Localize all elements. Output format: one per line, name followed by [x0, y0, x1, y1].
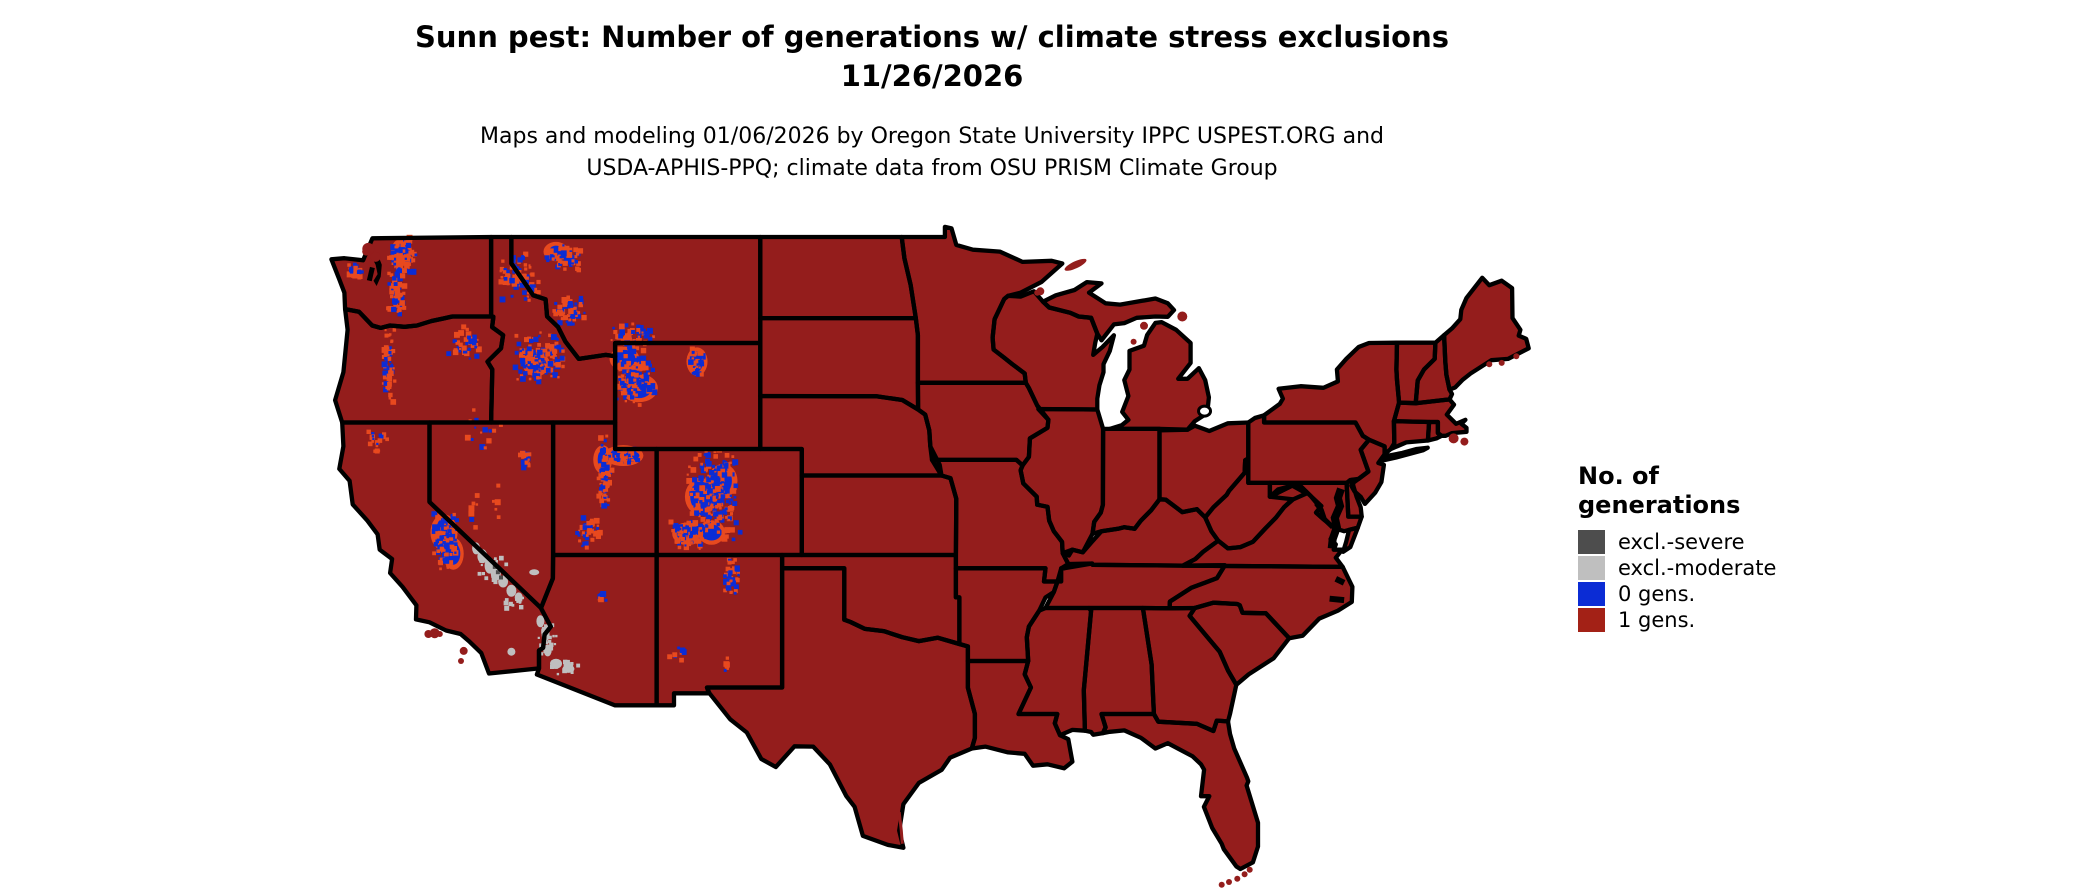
legend-item: excl.-moderate [1578, 555, 1776, 581]
legend-label: excl.-moderate [1618, 556, 1777, 580]
page-subtitle: USDA-APHIS-PPQ; climate data from OSU PR… [586, 156, 1278, 181]
legend-item: 0 gens. [1578, 581, 1776, 607]
legend-label: 0 gens. [1618, 582, 1696, 606]
legend-swatch-0 [1578, 530, 1605, 554]
page-subtitle: Maps and modeling 01/06/2026 by Oregon S… [480, 124, 1384, 149]
legend-swatch-3 [1578, 608, 1605, 632]
legend-title-line: No. of [1578, 462, 1659, 490]
legend-title-line: generations [1578, 491, 1741, 519]
legend-swatch-2 [1578, 582, 1605, 606]
legend-label: excl.-severe [1618, 530, 1745, 554]
legend-item: 1 gens. [1578, 607, 1776, 633]
legend-label: 1 gens. [1618, 608, 1696, 632]
page-title-date: 11/26/2026 [840, 59, 1024, 93]
legend-swatch-1 [1578, 556, 1605, 580]
legend: No. of generations excl.-severe excl.-mod… [1578, 462, 1776, 633]
legend-title: No. of generations [1578, 462, 1776, 520]
legend-items: excl.-severe excl.-moderate 0 gens. 1 gens. [1578, 529, 1776, 633]
page-title: Sunn pest: Number of generations w/ clim… [415, 20, 1449, 54]
legend-item: excl.-severe [1578, 529, 1776, 555]
